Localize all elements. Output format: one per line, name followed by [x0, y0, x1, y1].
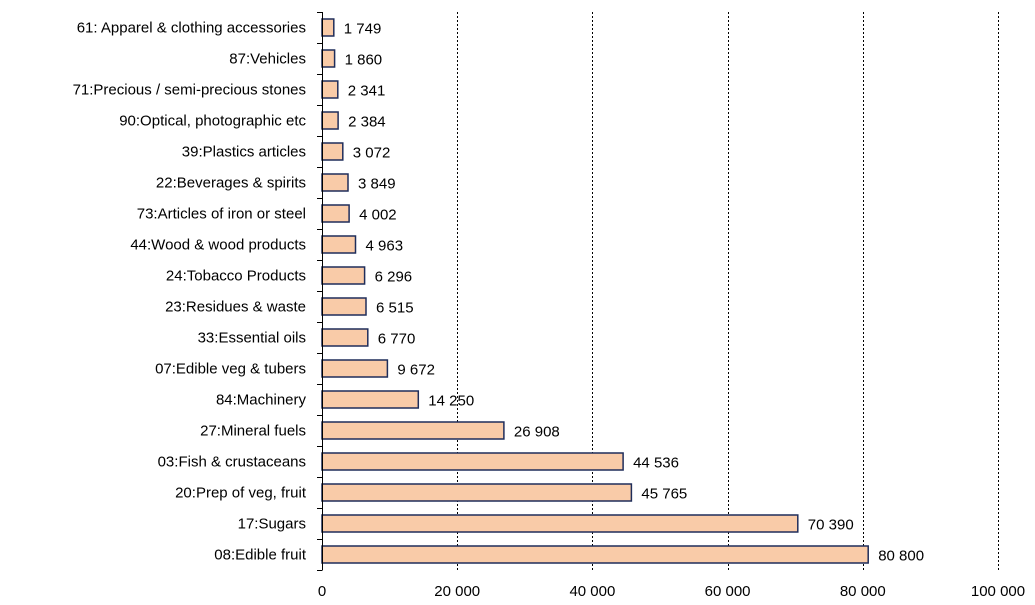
value-label-1: 1 860 — [345, 52, 383, 69]
category-label-17: 08:Edible fruit — [214, 547, 307, 564]
bar-2 — [321, 80, 339, 99]
bar-16 — [321, 514, 799, 533]
bar-5 — [321, 173, 349, 192]
bar-1 — [321, 49, 336, 68]
category-label-11: 07:Edible veg & tubers — [155, 361, 306, 378]
bar-4 — [321, 142, 344, 161]
bar-12 — [321, 390, 420, 409]
value-label-3: 2 384 — [348, 114, 386, 131]
x-tick-label-1: 20 000 — [434, 583, 480, 600]
category-label-7: 44:Wood & wood products — [130, 237, 306, 254]
bar-3 — [321, 111, 339, 130]
value-label-16: 70 390 — [808, 517, 854, 534]
category-label-13: 27:Mineral fuels — [200, 423, 306, 440]
value-label-4: 3 072 — [353, 145, 391, 162]
category-label-0: 61: Apparel & clothing accessories — [77, 20, 306, 37]
bar-7 — [321, 235, 357, 254]
bar-6 — [321, 204, 350, 223]
value-label-10: 6 770 — [378, 331, 416, 348]
category-label-6: 73:Articles of iron or steel — [137, 206, 306, 223]
category-label-16: 17:Sugars — [238, 516, 306, 533]
bar-11 — [321, 359, 389, 378]
category-label-1: 87:Vehicles — [229, 51, 306, 68]
value-label-7: 4 963 — [366, 238, 404, 255]
category-label-9: 23:Residues & waste — [165, 299, 306, 316]
x-tick-label-0: 0 — [318, 583, 326, 600]
category-label-4: 39:Plastics articles — [182, 144, 306, 161]
value-label-13: 26 908 — [514, 424, 560, 441]
tick-labels: 0 20 000 40 000 60 000 80 000 100 000 — [318, 583, 1025, 600]
x-tick-label-3: 60 000 — [705, 583, 751, 600]
value-label-11: 9 672 — [397, 362, 435, 379]
x-tick-label-4: 80 000 — [840, 583, 886, 600]
value-label-5: 3 849 — [358, 176, 396, 193]
bars — [321, 18, 869, 564]
bar-8 — [321, 266, 366, 285]
category-label-14: 03:Fish & crustaceans — [158, 454, 306, 471]
axes — [317, 12, 323, 571]
category-label-10: 33:Essential oils — [198, 330, 306, 347]
bar-10 — [321, 328, 369, 347]
category-label-5: 22:Beverages & spirits — [156, 175, 306, 192]
bar-15 — [321, 483, 633, 502]
bar-17 — [321, 545, 869, 564]
category-label-8: 24:Tobacco Products — [166, 268, 306, 285]
category-label-2: 71:Precious / semi-precious stones — [73, 82, 306, 99]
value-label-6: 4 002 — [359, 207, 397, 224]
value-labels: 1 749 1 860 2 341 2 384 3 072 3 849 4 002 4 963… — [344, 21, 924, 565]
value-label-17: 80 800 — [878, 548, 924, 565]
category-label-3: 90:Optical, photographic etc — [119, 113, 306, 130]
gridlines — [457, 12, 999, 570]
bar-0 — [321, 18, 335, 37]
value-label-0: 1 749 — [344, 21, 382, 38]
value-label-12: 14 250 — [428, 393, 474, 410]
bar-14 — [321, 452, 624, 471]
value-label-14: 44 536 — [633, 455, 679, 472]
category-label-12: 84:Machinery — [216, 392, 307, 409]
bar-13 — [321, 421, 505, 440]
value-label-15: 45 765 — [641, 486, 687, 503]
bar-9 — [321, 297, 367, 316]
value-label-2: 2 341 — [348, 83, 386, 100]
x-tick-label-5: 100 000 — [971, 583, 1025, 600]
value-label-9: 6 515 — [376, 300, 414, 317]
x-tick-label-2: 40 000 — [569, 583, 615, 600]
category-label-15: 20:Prep of veg, fruit — [175, 485, 307, 502]
category-labels: 61: Apparel & clothing accessories 87:Veh… — [73, 20, 307, 564]
value-label-8: 6 296 — [375, 269, 413, 286]
